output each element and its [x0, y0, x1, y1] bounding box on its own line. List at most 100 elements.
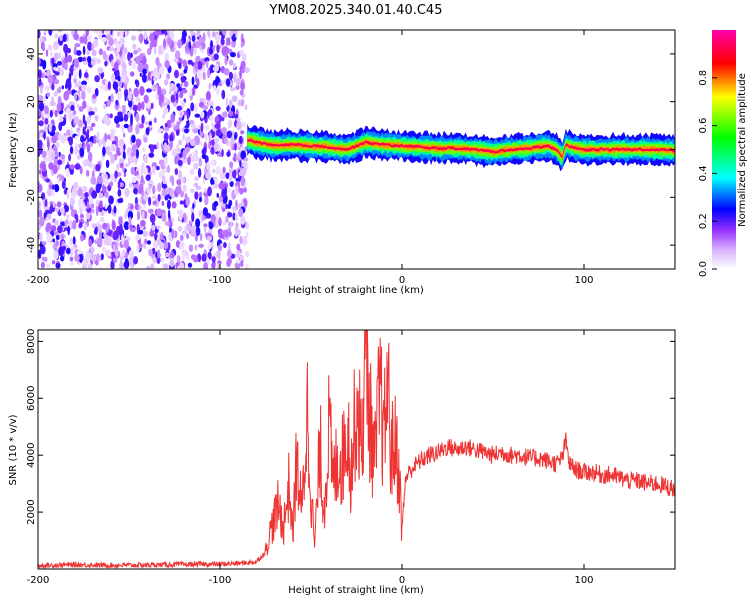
noise-speckle: [95, 183, 101, 194]
noise-speckle: [38, 139, 43, 148]
noise-speckle: [97, 138, 102, 147]
noise-speckle: [47, 74, 54, 84]
noise-speckle: [134, 170, 139, 176]
noise-speckle: [181, 176, 185, 183]
noise-speckle: [195, 226, 201, 236]
noise-speckle: [67, 81, 72, 91]
noise-speckle: [148, 152, 155, 158]
noise-speckle: [56, 102, 62, 112]
noise-speckle: [213, 200, 219, 207]
noise-speckle: [240, 176, 245, 187]
noise-speckle: [74, 43, 81, 48]
noise-speckle: [51, 96, 54, 102]
noise-speckle: [70, 127, 73, 137]
noise-speckle: [48, 162, 54, 170]
noise-speckle: [194, 191, 199, 200]
noise-speckle: [118, 216, 123, 227]
noise-speckle: [127, 156, 132, 166]
noise-speckle: [86, 86, 92, 94]
noise-speckle: [110, 59, 114, 68]
noise-speckle: [140, 219, 146, 227]
noise-speckle: [223, 45, 229, 56]
noise-speckle: [156, 165, 160, 171]
noise-speckle: [57, 67, 61, 73]
noise-speckle: [157, 182, 162, 192]
noise-speckle: [189, 30, 194, 35]
noise-speckle: [119, 182, 124, 188]
noise-speckle: [229, 221, 233, 228]
noise-speckle: [228, 110, 234, 117]
noise-speckle: [154, 46, 157, 55]
noise-speckle: [115, 248, 119, 257]
noise-speckle: [182, 133, 185, 141]
spectrogram-x-axis: -200 -100 0 100: [27, 30, 594, 286]
noise-speckle: [241, 53, 247, 63]
noise-speckle: [87, 115, 91, 124]
noise-speckle: [111, 220, 116, 231]
noise-speckle: [170, 188, 174, 198]
noise-speckle: [217, 244, 222, 252]
noise-speckle: [185, 146, 190, 153]
snr-frame: [37, 329, 676, 570]
noise-speckle: [130, 52, 133, 59]
noise-speckle: [223, 68, 230, 76]
noise-speckle: [181, 251, 186, 261]
noise-speckle: [45, 49, 49, 57]
noise-speckle: [170, 140, 174, 149]
noise-speckle: [245, 221, 249, 230]
noise-speckle: [123, 239, 129, 249]
noise-speckle: [231, 30, 238, 34]
noise-speckle: [245, 231, 249, 238]
noise-speckle: [65, 107, 71, 116]
y-tick-label: 20: [26, 95, 37, 108]
noise-speckle: [62, 245, 66, 251]
noise-speckle: [69, 164, 75, 170]
noise-speckle: [40, 261, 46, 269]
noise-speckle: [104, 60, 108, 67]
noise-speckle: [207, 251, 212, 260]
noise-speckle: [179, 91, 184, 99]
noise-speckle: [164, 127, 170, 132]
noise-speckle: [139, 123, 144, 129]
noise-speckle: [70, 67, 74, 76]
noise-speckle: [159, 66, 165, 75]
noise-speckle: [148, 121, 152, 126]
noise-speckle: [182, 59, 187, 68]
noise-speckle: [205, 91, 211, 101]
noise-speckle: [77, 56, 83, 63]
noise-speckle: [172, 148, 178, 158]
noise-speckle: [51, 57, 55, 65]
noise-speckle: [235, 185, 239, 191]
noise-speckle: [58, 117, 64, 122]
noise-speckle: [161, 188, 167, 197]
noise-speckle: [129, 223, 133, 231]
noise-speckle: [232, 206, 237, 211]
noise-speckle: [97, 67, 104, 74]
noise-speckle: [156, 208, 162, 217]
noise-speckle: [163, 132, 169, 142]
y-tick-label: 8000: [26, 329, 37, 354]
noise-speckle: [151, 166, 156, 175]
noise-speckle: [68, 153, 72, 162]
noise-speckle: [180, 76, 186, 83]
noise-speckle: [163, 96, 168, 103]
noise-speckle: [90, 176, 97, 185]
noise-speckle: [113, 61, 119, 71]
noise-speckle: [226, 151, 231, 158]
noise-speckle: [66, 213, 70, 220]
noise-speckle: [80, 135, 85, 143]
noise-speckle: [87, 35, 92, 41]
noise-speckle: [94, 75, 100, 83]
noise-speckle: [70, 197, 75, 207]
noise-speckle: [96, 221, 100, 227]
noise-speckle: [63, 62, 68, 71]
noise-speckle: [151, 247, 156, 255]
noise-speckle: [38, 110, 42, 117]
noise-speckle: [176, 83, 181, 88]
noise-speckle: [79, 147, 85, 157]
noise-speckle: [205, 172, 212, 180]
noise-speckle: [152, 239, 159, 249]
noise-speckle: [87, 137, 90, 143]
noise-speckle: [74, 254, 80, 262]
noise-speckle: [217, 250, 221, 258]
